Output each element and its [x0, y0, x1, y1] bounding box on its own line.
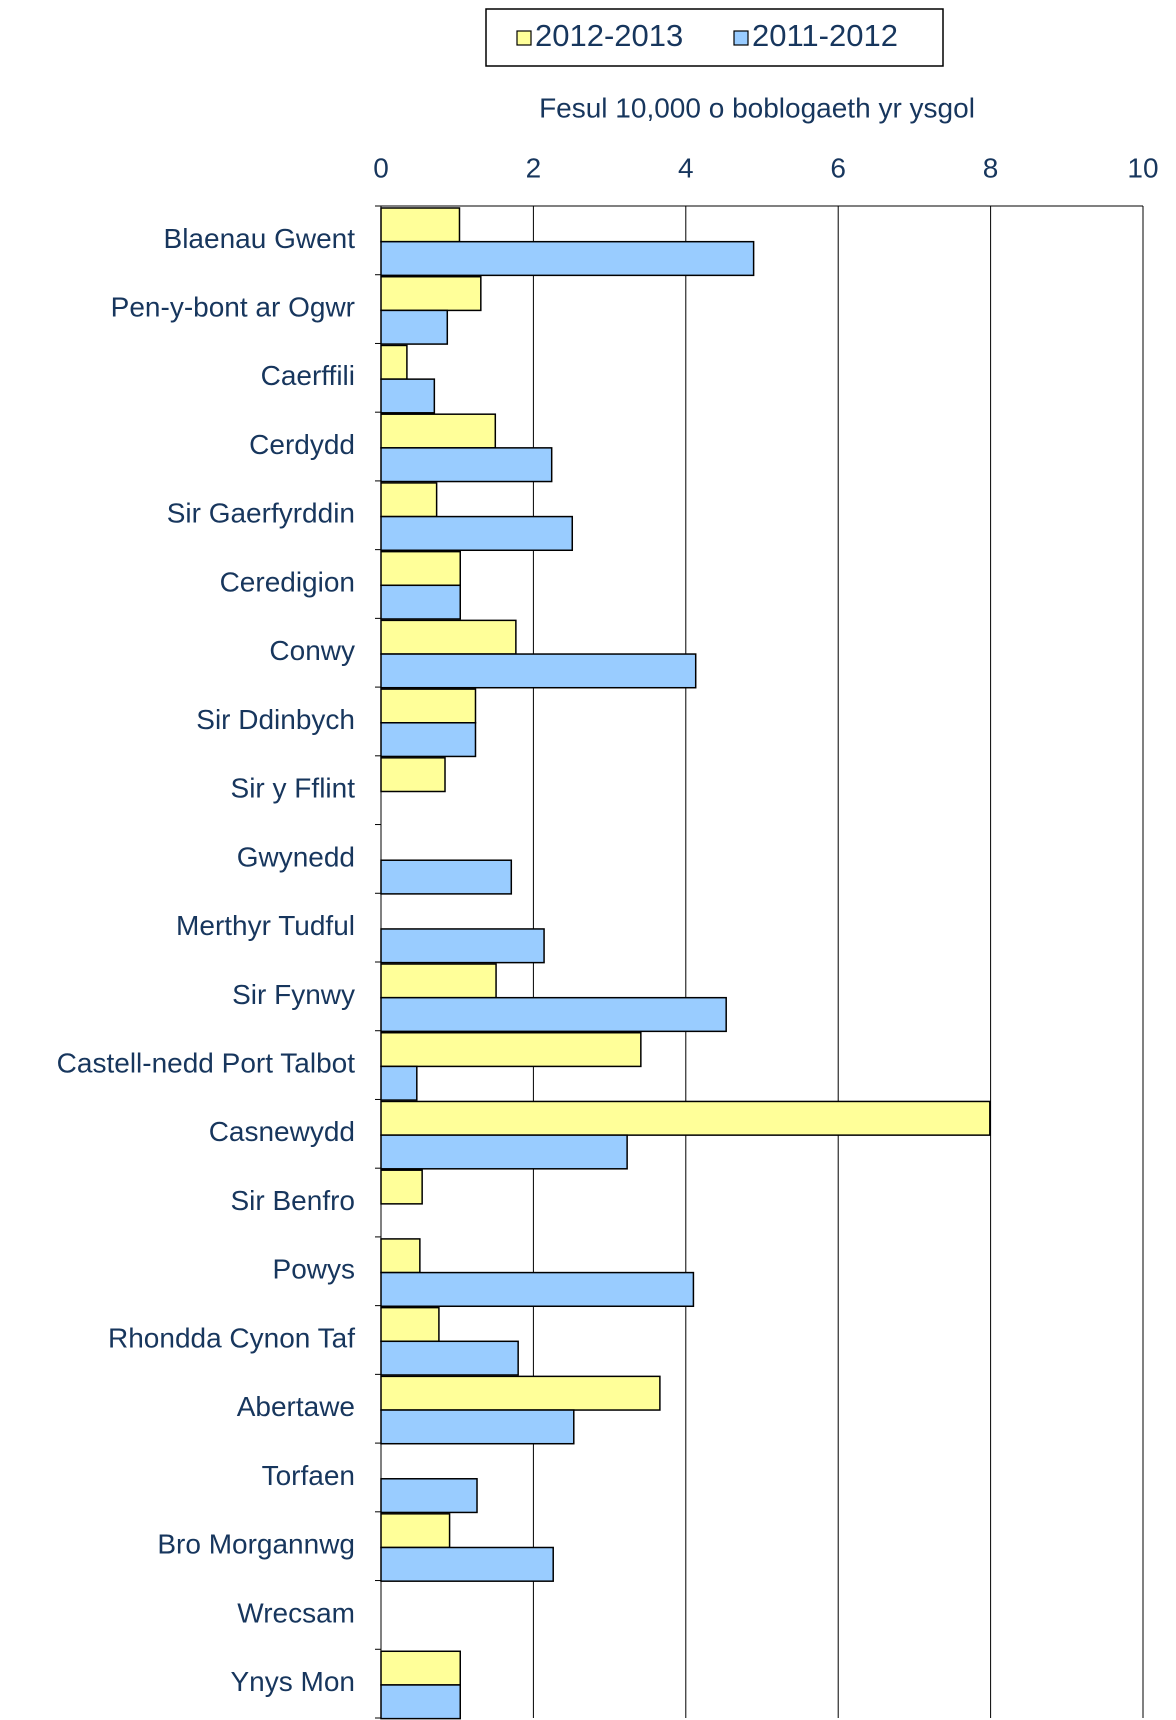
bar [380, 1513, 451, 1549]
y-tick-label: Sir y Fflint [231, 773, 356, 804]
bar [380, 1271, 695, 1308]
bar [380, 1065, 418, 1101]
legend-box [485, 8, 944, 67]
y-tick-label: Conwy [269, 635, 355, 666]
bar [380, 240, 755, 277]
bar [380, 619, 517, 655]
bar [380, 653, 697, 689]
y-tick-label: Sir Benfro [231, 1185, 356, 1216]
y-tick-label: Powys [273, 1254, 355, 1285]
bar [380, 963, 497, 999]
bar [380, 413, 497, 449]
y-tick-label: Castell-nedd Port Talbot [57, 1047, 356, 1078]
bar [380, 584, 461, 620]
bar [380, 1238, 421, 1274]
legend-swatch [733, 30, 749, 46]
y-tick-label: Rhondda Cynon Taf [108, 1322, 355, 1353]
y-tick-label: Sir Ddinbych [196, 704, 355, 735]
bar [380, 1134, 628, 1170]
bar [380, 996, 727, 1033]
bar [380, 928, 545, 964]
x-tick-label: 0 [373, 152, 389, 183]
x-tick-label: 4 [678, 152, 694, 183]
bar [380, 688, 477, 724]
y-tick-label: Merthyr Tudful [176, 910, 355, 941]
y-tick-label: Wrecsam [237, 1597, 355, 1628]
axis-title: Fesul 10,000 o boblogaeth yr ysgol [539, 92, 975, 123]
bar [380, 550, 461, 587]
bar [380, 1100, 991, 1136]
bar [380, 515, 574, 552]
bar [380, 757, 446, 793]
bar [380, 309, 449, 345]
bar [380, 1340, 519, 1376]
y-tick-label: Blaenau Gwent [164, 223, 356, 254]
bar [380, 1478, 478, 1514]
bar [380, 1546, 554, 1582]
bar [380, 1684, 461, 1720]
legend-label: 2011-2012 [752, 18, 898, 53]
bar [380, 1650, 461, 1686]
bar [380, 1169, 423, 1205]
bar [380, 344, 408, 380]
y-tick-label: Ynys Mon [231, 1666, 356, 1697]
bar [380, 1306, 440, 1343]
y-tick-label: Pen-y-bont ar Ogwr [111, 291, 355, 322]
bar [380, 275, 482, 312]
bar [380, 1031, 642, 1068]
bar [380, 1375, 661, 1411]
bar [380, 722, 477, 758]
bar [380, 447, 553, 483]
x-tick-label: 10 [1127, 152, 1158, 183]
y-tick-label: Abertawe [237, 1391, 355, 1422]
x-tick-label: 6 [830, 152, 846, 183]
bar [380, 482, 438, 518]
y-tick-label: Bro Morgannwg [157, 1529, 355, 1560]
legend-label: 2012-2013 [535, 18, 683, 53]
y-tick-label: Gwynedd [237, 841, 355, 872]
bar [380, 1409, 575, 1445]
x-tick-label: 2 [526, 152, 542, 183]
bar [380, 207, 461, 243]
y-tick-label: Sir Fynwy [232, 979, 355, 1010]
bar [380, 378, 436, 414]
legend-swatch [516, 30, 532, 46]
y-tick-label: Casnewydd [209, 1116, 355, 1147]
y-tick-label: Torfaen [262, 1460, 355, 1491]
y-tick-label: Cerdydd [249, 429, 355, 460]
bar [380, 859, 513, 895]
y-tick-label: Caerffili [261, 360, 355, 391]
y-tick-label: Sir Gaerfyrddin [167, 498, 355, 529]
y-tick-label: Ceredigion [220, 566, 355, 597]
x-tick-label: 8 [983, 152, 999, 183]
